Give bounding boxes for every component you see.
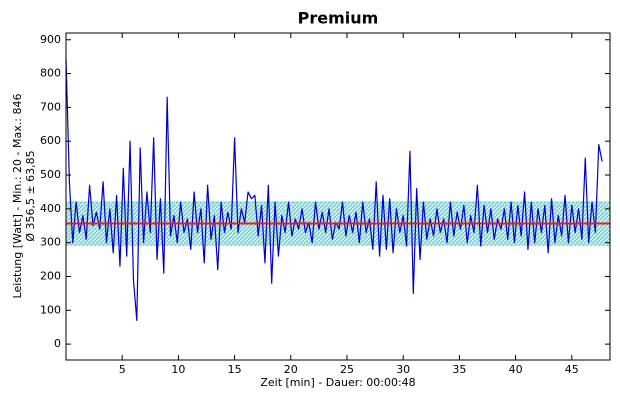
x-tick-label: 15 [228, 363, 242, 376]
y-tick-label: 0 [54, 337, 61, 350]
x-tick-label: 20 [284, 363, 298, 376]
x-tick-label: 10 [171, 363, 185, 376]
x-tick-label: 45 [565, 363, 579, 376]
x-axis-label: Zeit [min] - Dauer: 00:00:48 [260, 376, 415, 389]
x-tick-label: 40 [509, 363, 523, 376]
y-tick-label: 800 [40, 67, 61, 80]
y-tick-label: 900 [40, 33, 61, 46]
plot-frame [65, 32, 611, 361]
y-tick-label: 300 [40, 236, 61, 249]
y-axis-stats: Ø 356,5 ± 63,85 [24, 150, 37, 241]
x-tick-label: 25 [340, 363, 354, 376]
y-tick-label: 600 [40, 134, 61, 147]
x-tick-label: 5 [119, 363, 126, 376]
plot-area [66, 33, 610, 360]
x-tick-label: 30 [396, 363, 410, 376]
y-tick-label: 500 [40, 168, 61, 181]
y-tick-label: 200 [40, 269, 61, 282]
y-tick-label: 100 [40, 303, 61, 316]
chart-title: Premium [298, 9, 379, 28]
y-axis-label: Leistung [Watt] - Min.: 20 - Max.: 846 [11, 94, 24, 299]
y-tick-label: 400 [40, 202, 61, 215]
x-tick-label: 35 [452, 363, 466, 376]
y-tick-label: 700 [40, 100, 61, 113]
power-line [65, 58, 603, 322]
